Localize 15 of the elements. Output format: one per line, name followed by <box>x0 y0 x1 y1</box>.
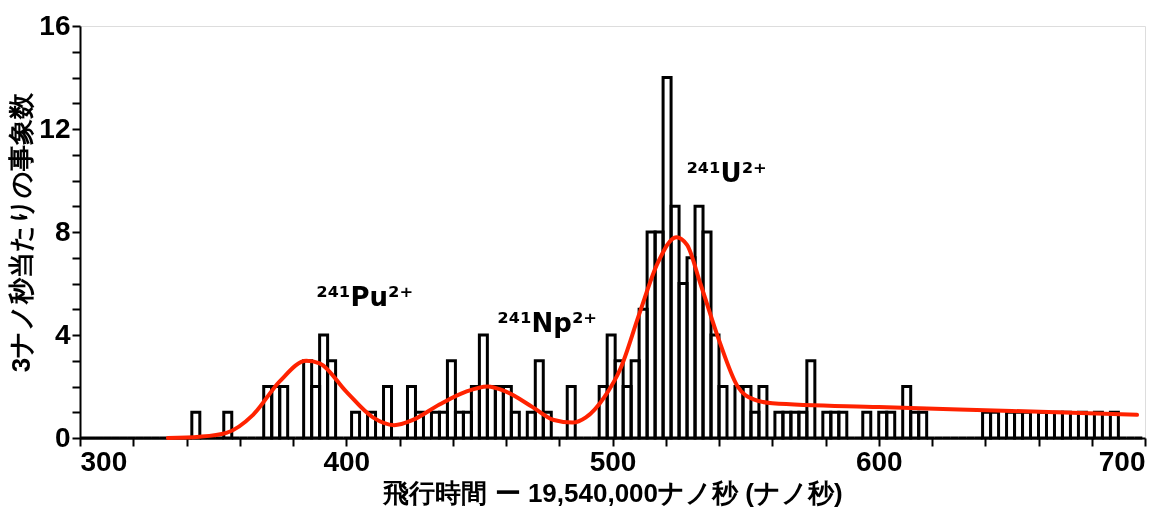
y-tick-label: 0 <box>54 421 71 453</box>
x-tick-label: 400 <box>323 445 371 477</box>
y-tick-label: 16 <box>39 9 71 41</box>
annotation: ²⁴¹Pu²⁺ <box>316 281 414 312</box>
x-tick-label: 500 <box>589 445 637 477</box>
y-tick-label: 8 <box>54 215 71 247</box>
annotation: ²⁴¹Np²⁺ <box>497 307 598 338</box>
annotation: ²⁴¹U²⁺ <box>686 158 767 189</box>
y-tick-label: 4 <box>54 318 71 350</box>
y-axis-title: 3ナノ秒当たりの事象数 <box>6 91 37 373</box>
x-tick-label: 300 <box>80 445 128 477</box>
x-tick-label: 700 <box>1098 445 1146 477</box>
x-axis-title: 飛行時間 ー 19,540,000ナノ秒 (ナノ秒) <box>382 477 843 508</box>
y-tick-label: 12 <box>39 112 71 144</box>
x-tick-label: 600 <box>855 445 903 477</box>
